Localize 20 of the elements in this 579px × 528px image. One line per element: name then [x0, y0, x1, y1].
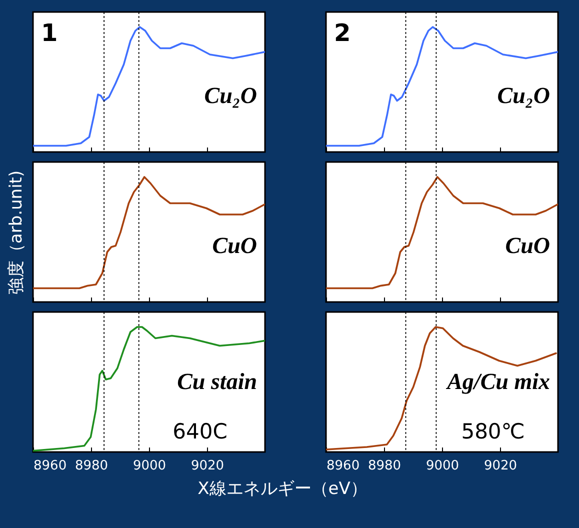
annotation: Cu stain [177, 369, 257, 394]
x-tick-label: 8960 [326, 458, 360, 474]
x-tick-label: 9020 [190, 458, 224, 474]
annotation: Cu₂O [497, 83, 550, 108]
annotation: CuO [212, 233, 257, 258]
annotation: 640C [172, 419, 228, 444]
annotation: Cu₂O [204, 83, 257, 108]
annotation: CuO [505, 233, 550, 258]
x-tick-label: 9020 [484, 458, 518, 474]
y-axis-title: 強度（arb.unit) [6, 170, 26, 295]
annotation: 2 [334, 19, 351, 47]
x-tick-label: 8980 [368, 458, 402, 474]
x-tick-label: 8980 [74, 458, 108, 474]
annotation: Ag/Cu mix [445, 369, 550, 394]
x-tick-label: 8960 [34, 458, 67, 474]
annotation: 1 [41, 19, 58, 47]
annotation: 580℃ [461, 419, 525, 444]
x-tick-label: 9000 [132, 458, 166, 474]
x-tick-label: 9000 [426, 458, 460, 474]
x-axis-title: X線エネルギー（eV） [198, 478, 368, 499]
